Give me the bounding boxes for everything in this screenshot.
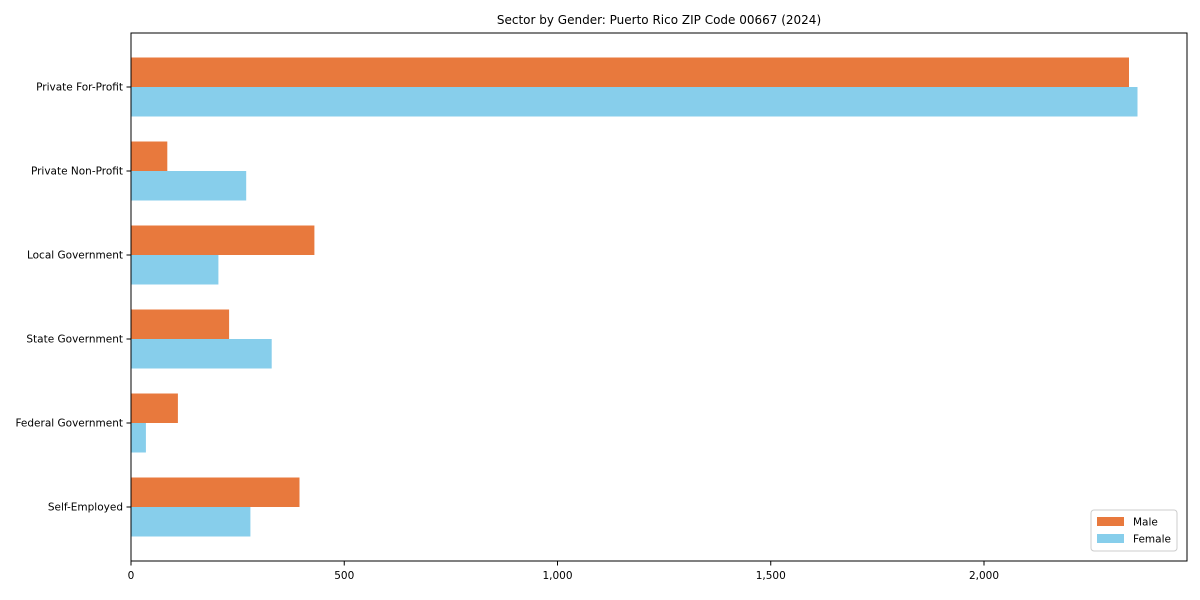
bar-male-federal-government — [131, 393, 178, 423]
x-tick-label-2-000: 2,000 — [969, 570, 999, 582]
y-tick-label-self-employed: Self-Employed — [48, 502, 123, 514]
bar-female-private-non-profit — [131, 171, 247, 201]
x-tick-label-500: 500 — [334, 570, 354, 582]
chart-title: Sector by Gender: Puerto Rico ZIP Code 0… — [496, 13, 822, 27]
y-tick-label-private-non-profit: Private Non-Profit — [31, 166, 123, 178]
y-tick-label-state-government: State Government — [26, 334, 123, 346]
bar-female-local-government — [131, 255, 219, 285]
x-tick-label-1-500: 1,500 — [756, 570, 786, 582]
bar-male-local-government — [131, 225, 315, 255]
legend-label-female: Female — [1133, 534, 1171, 546]
legend-label-male: Male — [1133, 517, 1158, 529]
x-tick-label-1-000: 1,000 — [542, 570, 572, 582]
bar-male-self-employed — [131, 477, 300, 507]
bar-female-self-employed — [131, 507, 251, 537]
bar-male-state-government — [131, 309, 230, 339]
bar-female-state-government — [131, 339, 272, 369]
y-tick-label-local-government: Local Government — [27, 250, 123, 262]
plot-frame — [130, 32, 1188, 562]
bar-female-private-for-profit — [131, 87, 1138, 117]
y-tick-label-private-for-profit: Private For-Profit — [36, 82, 123, 94]
bar-male-private-non-profit — [131, 141, 168, 171]
bar-male-private-for-profit — [131, 57, 1129, 87]
x-tick-label-0: 0 — [128, 570, 135, 582]
bar-female-federal-government — [131, 423, 146, 453]
y-tick-label-federal-government: Federal Government — [15, 418, 123, 430]
legend-swatch-male — [1097, 517, 1124, 526]
legend-swatch-female — [1097, 534, 1124, 543]
